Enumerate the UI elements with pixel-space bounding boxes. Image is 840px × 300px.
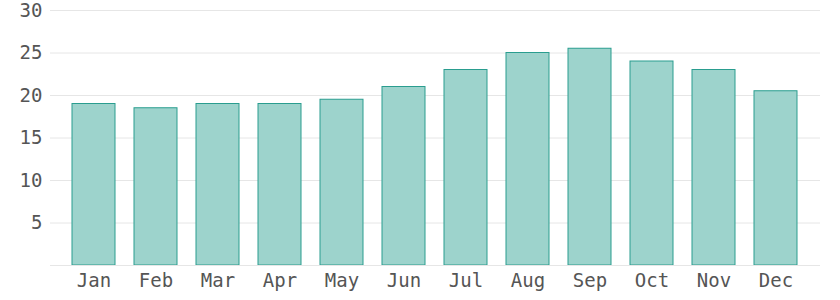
svg-text:Jul: Jul: [449, 269, 483, 291]
svg-text:5: 5: [31, 211, 42, 233]
svg-text:10: 10: [20, 169, 43, 191]
svg-text:Aug: Aug: [511, 269, 545, 291]
svg-text:30: 30: [20, 0, 43, 21]
svg-text:Mar: Mar: [201, 269, 235, 291]
svg-text:25: 25: [20, 41, 43, 63]
svg-text:Jan: Jan: [77, 269, 111, 291]
svg-text:Oct: Oct: [635, 269, 669, 291]
svg-text:Dec: Dec: [759, 269, 793, 291]
svg-text:Sep: Sep: [573, 269, 607, 291]
svg-text:Feb: Feb: [139, 269, 173, 291]
svg-text:Nov: Nov: [697, 269, 731, 291]
svg-text:20: 20: [20, 84, 43, 106]
svg-text:15: 15: [20, 126, 43, 148]
svg-text:Jun: Jun: [387, 269, 421, 291]
svg-text:Apr: Apr: [263, 269, 297, 291]
svg-text:May: May: [325, 269, 359, 291]
